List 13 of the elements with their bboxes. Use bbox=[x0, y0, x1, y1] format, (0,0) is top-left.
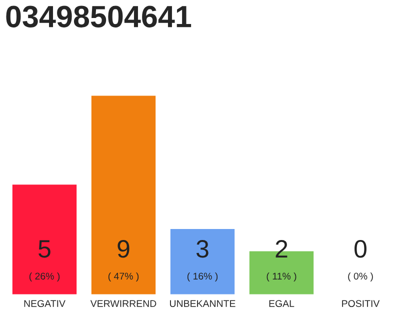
data-label: 3 ( 16% ) bbox=[187, 240, 218, 282]
x-tick-label: UNBEKANNTE bbox=[170, 300, 236, 307]
bar bbox=[90, 95, 157, 295]
data-label: 0 ( 0% ) bbox=[348, 240, 373, 282]
bar bbox=[11, 183, 78, 295]
x-tick-label: POSITIV bbox=[342, 300, 380, 307]
data-label: 5 ( 26% ) bbox=[29, 240, 60, 282]
data-label: 9 ( 47% ) bbox=[108, 240, 139, 282]
x-tick-label: EGAL bbox=[269, 300, 294, 307]
x-tick-label: NEGATIV bbox=[24, 300, 66, 307]
x-tick-label: VERWIRREND bbox=[90, 300, 156, 307]
chart-title: 03498504641 bbox=[6, 6, 192, 28]
bar bbox=[169, 228, 236, 295]
